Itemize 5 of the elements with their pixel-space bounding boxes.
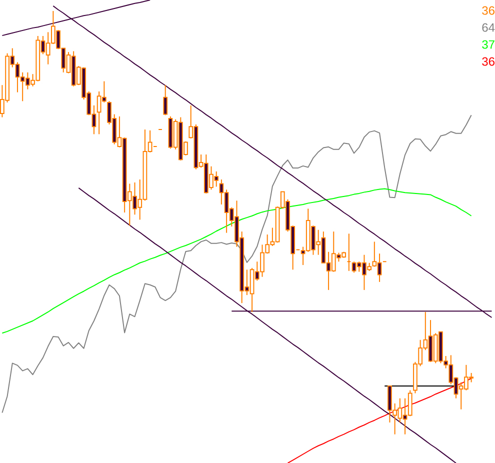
text: 64 [482,23,495,32]
text: 36 [482,57,494,66]
text: 37 [482,40,494,49]
text: 36 [482,6,494,15]
candlestick [163,84,168,116]
